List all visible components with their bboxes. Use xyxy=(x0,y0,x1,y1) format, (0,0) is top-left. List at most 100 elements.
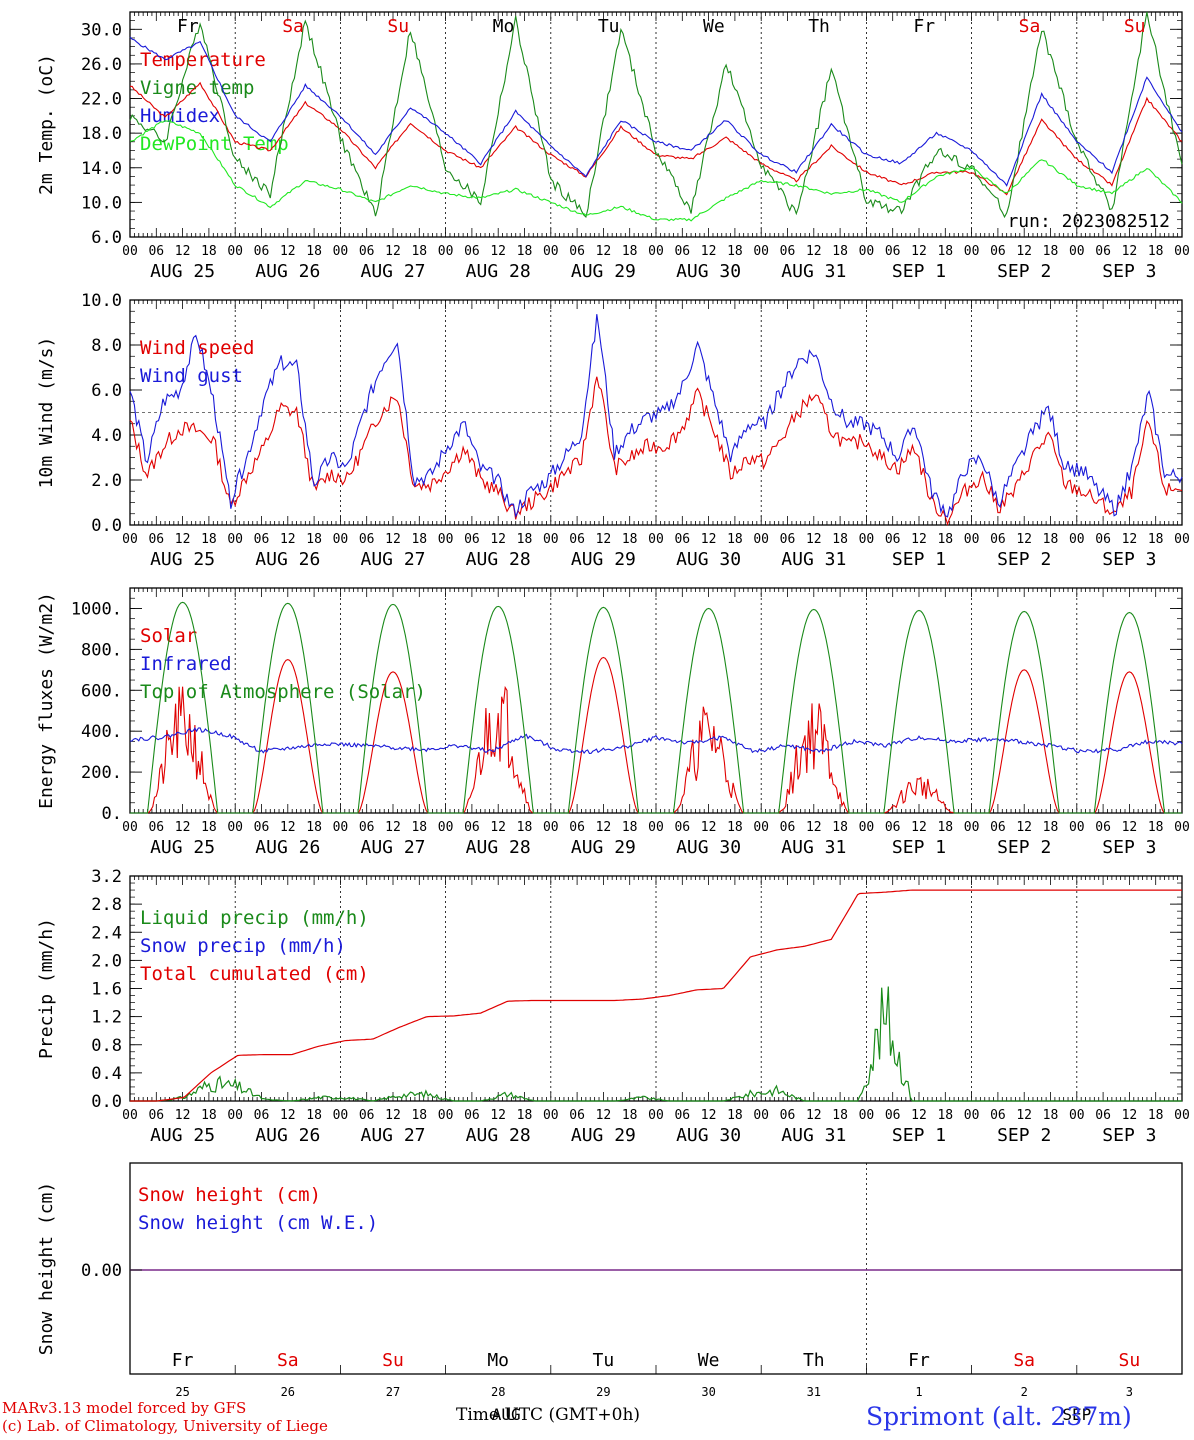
x-tick-label: 06 xyxy=(359,820,375,835)
y-tick-label: 0.8 xyxy=(91,1036,122,1056)
x-tick-label: 00 xyxy=(1069,532,1085,547)
x-tick-label: 18 xyxy=(517,532,533,547)
x-tick-label: 00 xyxy=(1174,1108,1190,1123)
x-tick-label: 06 xyxy=(674,532,690,547)
weekday-label: Fr xyxy=(908,1350,930,1371)
x-tick-label: 18 xyxy=(727,820,743,835)
run-annotation: run: 2023082512 xyxy=(1007,211,1170,232)
weekday-label: Sa xyxy=(277,1350,299,1371)
x-day-label: AUG 27 xyxy=(360,549,425,570)
y-axis-label: Energy fluxes (W/m2) xyxy=(36,592,57,809)
x-tick-label: 00 xyxy=(648,820,664,835)
x-tick-label: 06 xyxy=(674,1108,690,1123)
weekday-label: Su xyxy=(382,1350,404,1371)
x-tick-label: 18 xyxy=(201,244,217,259)
day-number-label: 3 xyxy=(1126,1385,1133,1399)
x-tick-label: 18 xyxy=(832,1108,848,1123)
y-tick-label: 4.0 xyxy=(91,426,122,446)
x-tick-label: 12 xyxy=(385,820,401,835)
x-tick-label: 06 xyxy=(148,1108,164,1123)
x-tick-label: 12 xyxy=(280,244,296,259)
x-tick-label: 12 xyxy=(490,1108,506,1123)
y-tick-label: 800. xyxy=(81,640,122,660)
x-tick-label: 18 xyxy=(622,1108,638,1123)
x-tick-label: 06 xyxy=(674,244,690,259)
day-number-label: 29 xyxy=(596,1385,610,1399)
day-number-label: 30 xyxy=(701,1385,715,1399)
series-line xyxy=(129,11,1183,219)
x-tick-label: 06 xyxy=(885,1108,901,1123)
x-tick-label: 06 xyxy=(780,532,796,547)
x-tick-label: 12 xyxy=(596,244,612,259)
x-tick-label: 18 xyxy=(1148,1108,1164,1123)
x-tick-label: 00 xyxy=(543,244,559,259)
series-line xyxy=(129,36,1183,187)
x-tick-label: 18 xyxy=(622,244,638,259)
x-tick-label: 06 xyxy=(1095,244,1111,259)
x-tick-label: 00 xyxy=(964,244,980,259)
y-tick-label: 0.00 xyxy=(81,1261,122,1281)
x-day-label: SEP 3 xyxy=(1102,261,1156,282)
x-tick-label: 18 xyxy=(411,1108,427,1123)
x-day-label: SEP 2 xyxy=(997,261,1051,282)
x-tick-label: 18 xyxy=(937,1108,953,1123)
x-tick-label: 00 xyxy=(333,820,349,835)
y-tick-label: 0.0 xyxy=(91,1092,122,1112)
weekday-label: Fr xyxy=(177,16,199,37)
x-tick-label: 12 xyxy=(1016,1108,1032,1123)
x-tick-label: 06 xyxy=(464,244,480,259)
credits: MARv3.13 model forced by GFS (c) Lab. of… xyxy=(2,1399,328,1435)
x-tick-label: 00 xyxy=(648,532,664,547)
x-tick-label: 12 xyxy=(175,532,191,547)
x-tick-label: 06 xyxy=(359,1108,375,1123)
y-tick-label: 200. xyxy=(81,763,122,783)
x-tick-label: 06 xyxy=(464,1108,480,1123)
x-day-label: AUG 28 xyxy=(466,261,531,282)
x-tick-label: 00 xyxy=(648,1108,664,1123)
x-day-label: AUG 31 xyxy=(781,261,846,282)
station-title: Sprimont (alt. 237m) xyxy=(866,1402,1132,1431)
weekday-label: Fr xyxy=(172,1350,194,1371)
x-tick-label: 00 xyxy=(964,532,980,547)
legend-top-of-atmosphere-solar-: Top of Atmosphere (Solar) xyxy=(140,681,426,703)
x-tick-label: 00 xyxy=(333,244,349,259)
y-tick-label: 8.0 xyxy=(91,336,122,356)
day-number-label: 31 xyxy=(807,1385,821,1399)
x-tick-label: 12 xyxy=(701,532,717,547)
x-tick-label: 00 xyxy=(227,1108,243,1123)
y-tick-label: 0. xyxy=(102,804,122,824)
x-tick-label: 18 xyxy=(306,532,322,547)
day-number-label: 28 xyxy=(491,1385,505,1399)
time-axis-title: Time UTC (GMT+0h) xyxy=(456,1405,641,1425)
x-tick-label: 12 xyxy=(596,1108,612,1123)
legend-wind-speed: Wind speed xyxy=(140,337,254,359)
legend-snow-height-cm-w-e-: Snow height (cm W.E.) xyxy=(138,1212,378,1234)
x-day-label: AUG 30 xyxy=(676,837,741,858)
x-tick-label: 18 xyxy=(727,1108,743,1123)
x-tick-label: 06 xyxy=(780,820,796,835)
x-day-label: AUG 30 xyxy=(676,1125,741,1146)
x-tick-label: 18 xyxy=(832,820,848,835)
x-tick-label: 00 xyxy=(122,1108,138,1123)
weekday-label: Mo xyxy=(493,16,515,37)
x-tick-label: 12 xyxy=(1016,532,1032,547)
x-tick-label: 12 xyxy=(1122,244,1138,259)
x-tick-label: 00 xyxy=(1069,1108,1085,1123)
x-day-label: AUG 31 xyxy=(781,1125,846,1146)
x-tick-label: 12 xyxy=(490,820,506,835)
series-line xyxy=(130,889,1182,1102)
legend-total-cumulated-cm-: Total cumulated (cm) xyxy=(140,963,369,985)
x-tick-label: 06 xyxy=(885,244,901,259)
x-day-label: SEP 1 xyxy=(892,549,946,570)
weekday-label: Mo xyxy=(487,1350,509,1371)
legend-solar: Solar xyxy=(140,625,197,647)
x-day-label: AUG 25 xyxy=(150,837,215,858)
x-day-label: AUG 30 xyxy=(676,261,741,282)
legend-snow-precip-mm-h-: Snow precip (mm/h) xyxy=(140,935,346,957)
y-tick-label: 6.0 xyxy=(91,381,122,401)
y-axis-label: 2m Temp. (oC) xyxy=(36,54,57,195)
weekday-label: Th xyxy=(808,16,830,37)
x-day-label: AUG 29 xyxy=(571,549,636,570)
weekday-label: Su xyxy=(387,16,409,37)
day-number-label: 1 xyxy=(915,1385,922,1399)
